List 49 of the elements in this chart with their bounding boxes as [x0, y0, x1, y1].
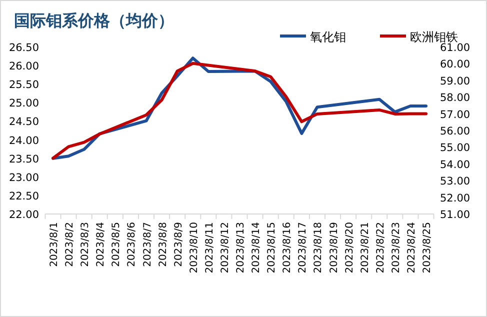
y-tick-label: 26.50	[8, 42, 39, 54]
x-tick-label: 2023/8/4	[96, 222, 107, 267]
y-tick-label: 22.00	[8, 209, 39, 221]
x-tick-label: 2023/8/1	[49, 222, 60, 267]
x-tick-label: 2023/8/24	[406, 222, 418, 274]
y2-tick-label: 59.00	[440, 75, 470, 88]
x-tick-label: 2023/8/20	[344, 222, 356, 274]
y2-tick-label: 52.00	[440, 192, 470, 204]
x-tick-label: 2023/8/16	[282, 222, 294, 274]
chart-title: 国际钼系价格（均价）	[14, 11, 174, 30]
x-tick-label: 2023/8/10	[188, 222, 200, 274]
y-tick-label: 23.50	[8, 153, 39, 166]
x-tick-label: 2023/8/17	[298, 222, 309, 274]
legend-label: 氧化钼	[310, 30, 346, 44]
x-tick-label: 2023/8/19	[328, 222, 340, 274]
y2-tick-label: 56.00	[440, 126, 470, 138]
y2-tick-label: 57.00	[440, 108, 470, 121]
y2-tick-label: 60.00	[440, 58, 470, 71]
y2-tick-label: 51.00	[440, 209, 470, 221]
legend-label: 欧洲钼铁	[410, 30, 458, 44]
y2-tick-label: 58.00	[440, 92, 470, 104]
x-tick-label: 2023/8/2	[64, 222, 76, 267]
y-tick-label: 25.50	[8, 79, 39, 92]
y-tick-label: 25.00	[8, 98, 39, 110]
x-tick-label: 2023/8/25	[422, 222, 433, 274]
x-tick-label: 2023/8/9	[173, 222, 184, 267]
x-tick-label: 2023/8/6	[126, 222, 138, 267]
x-tick-label: 2023/8/5	[111, 222, 122, 267]
y-tick-label: 24.50	[8, 116, 39, 128]
y2-tick-label: 55.00	[440, 142, 470, 154]
x-tick-label: 2023/8/22	[375, 222, 386, 274]
y-tick-label: 26.00	[8, 60, 39, 73]
x-tick-label: 2023/8/7	[142, 222, 154, 267]
y2-tick-label: 61.00	[440, 42, 470, 54]
x-tick-label: 2023/8/14	[251, 222, 262, 274]
x-tick-label: 2023/8/3	[80, 222, 92, 267]
x-tick-label: 2023/8/8	[158, 222, 169, 267]
x-tick-label: 2023/8/12	[220, 222, 231, 274]
x-tick-label: 2023/8/23	[390, 222, 402, 274]
x-tick-label: 2023/8/21	[360, 222, 371, 274]
x-tick-label: 2023/8/18	[313, 222, 324, 274]
x-tick-label: 2023/8/13	[236, 222, 246, 274]
y2-tick-label: 54.00	[440, 158, 470, 171]
y-tick-label: 24.00	[8, 134, 39, 147]
y2-tick-label: 53.00	[440, 176, 470, 188]
x-tick-label: 2023/8/11	[204, 222, 216, 274]
x-tick-label: 2023/8/15	[266, 222, 278, 274]
y-tick-label: 23.00	[8, 172, 39, 184]
y-tick-label: 22.50	[8, 190, 39, 202]
